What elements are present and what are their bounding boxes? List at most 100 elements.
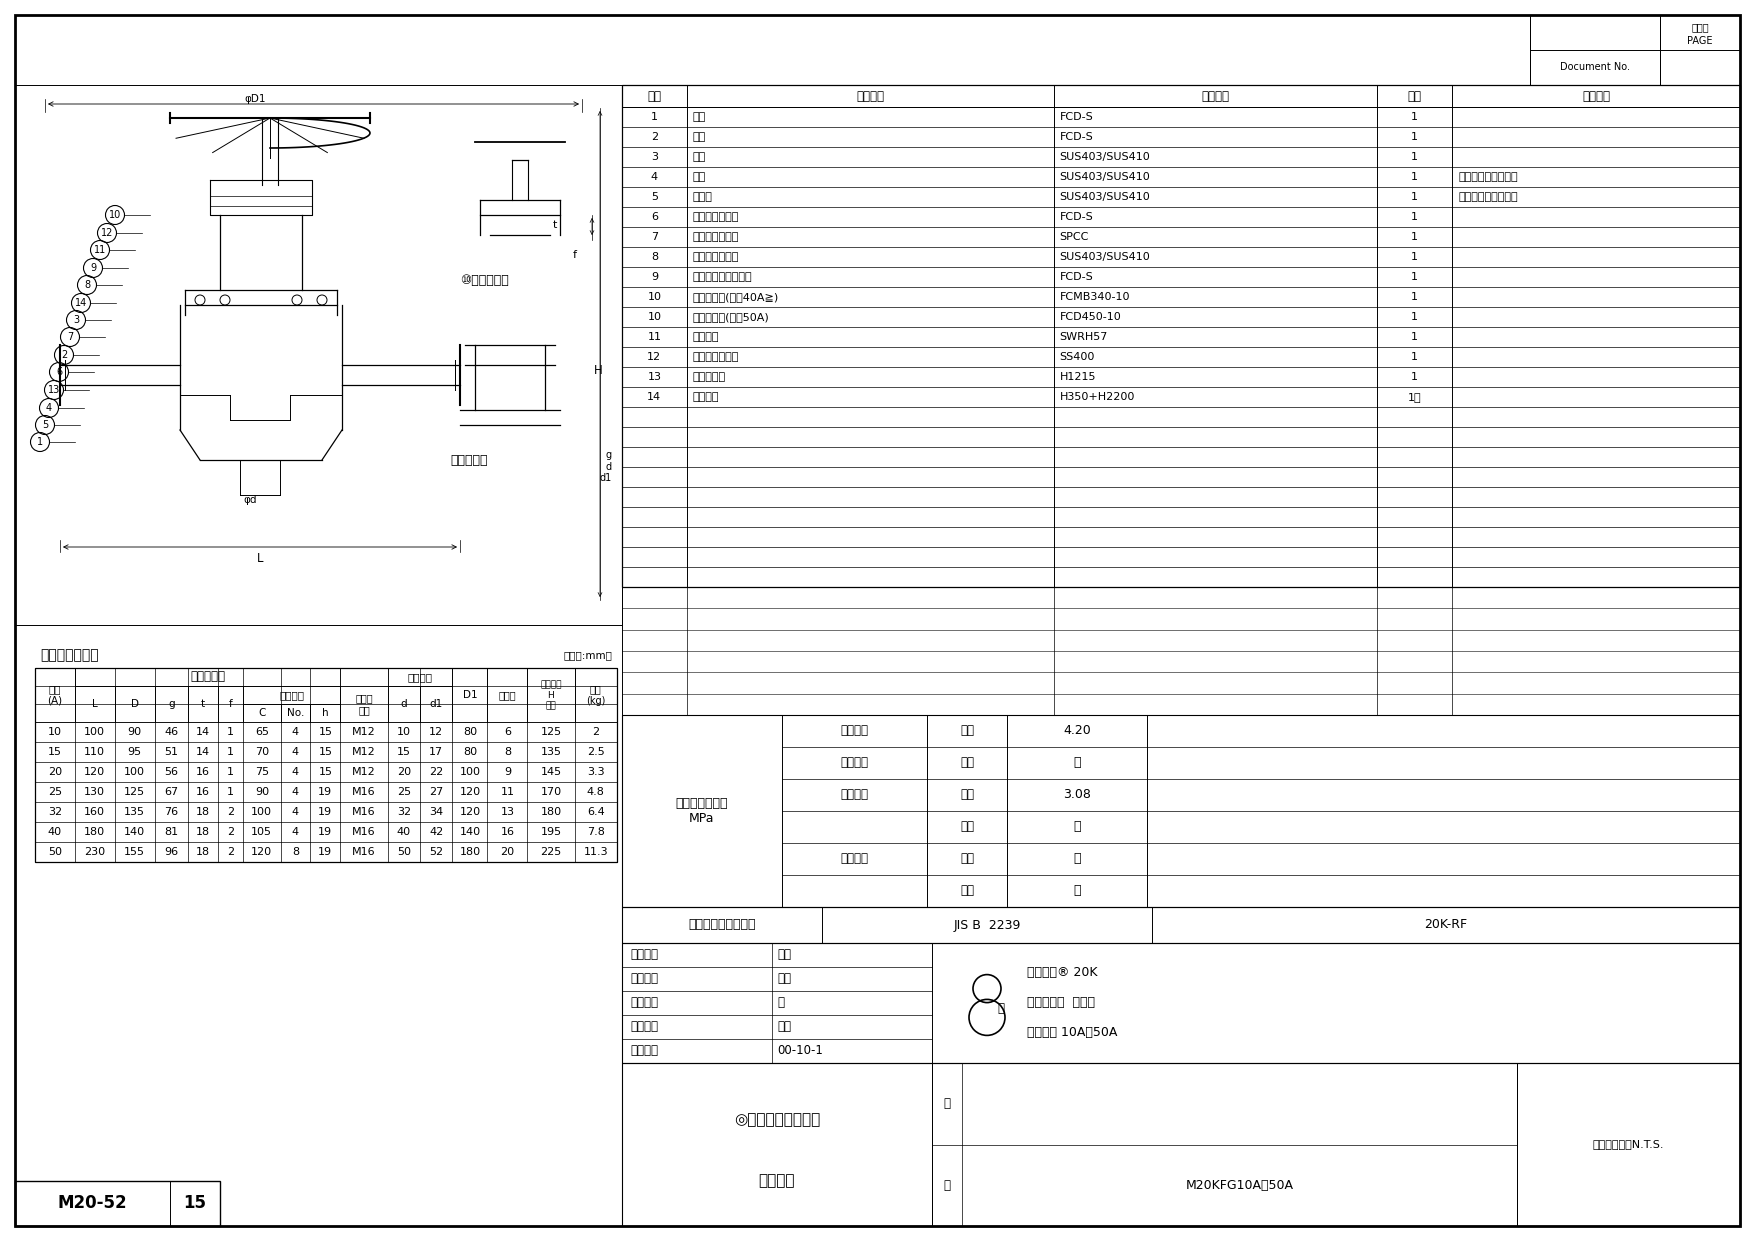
Text: 弁座漏れ: 弁座漏れ (841, 788, 869, 802)
Text: M16: M16 (353, 787, 376, 797)
Text: 品番: 品番 (648, 89, 662, 103)
Text: 検　査　圧　力
MPa: 検 査 圧 力 MPa (676, 797, 728, 825)
Text: 8: 8 (651, 252, 658, 262)
Text: ガスケット: ガスケット (693, 372, 727, 382)
Bar (218, 686, 244, 722)
Text: SWRH57: SWRH57 (1060, 333, 1107, 343)
Text: ◎日立金属株式会社: ◎日立金属株式会社 (734, 1112, 820, 1128)
Text: ハンドルナット: ハンドルナット (693, 352, 739, 362)
Text: 120: 120 (460, 787, 481, 797)
Text: 3.08: 3.08 (1064, 788, 1092, 802)
Text: SPCC: SPCC (1060, 232, 1090, 242)
Bar (35, 668, 75, 722)
Text: 備　　考: 備 考 (1581, 89, 1609, 103)
Text: 90: 90 (128, 727, 142, 737)
Text: ふた: ふた (693, 132, 706, 141)
Text: 1: 1 (1411, 252, 1418, 262)
Text: H1215: H1215 (1060, 372, 1097, 382)
Text: 接　続　部　規　格: 接 続 部 規 格 (688, 918, 756, 932)
Text: 81: 81 (165, 827, 179, 836)
Bar (75, 686, 114, 722)
Text: 27: 27 (430, 787, 444, 797)
Text: 135: 135 (541, 747, 562, 757)
Text: 11: 11 (93, 244, 105, 254)
Text: 46: 46 (165, 727, 179, 737)
Text: 16: 16 (500, 827, 514, 836)
Text: 呼び
(A): 呼び (A) (47, 684, 63, 706)
Bar (1530, 15, 1660, 84)
Bar (621, 587, 1739, 715)
Bar (621, 84, 1739, 107)
Text: （参考）: （参考） (407, 671, 432, 683)
Text: ⑩呼び５０Ａ: ⑩呼び５０Ａ (460, 273, 509, 287)
Text: 承　認：: 承 認： (630, 1020, 658, 1034)
Bar (114, 686, 154, 722)
Text: M16: M16 (353, 807, 376, 817)
Bar (388, 686, 419, 722)
Text: SUS403/SUS410: SUS403/SUS410 (1060, 192, 1151, 202)
Text: M12: M12 (353, 767, 376, 777)
Text: ボルト
呼び: ボルト 呼び (355, 694, 372, 715)
Text: 34: 34 (430, 807, 444, 817)
Text: 検　図：: 検 図： (630, 973, 658, 985)
Text: 100: 100 (460, 767, 481, 777)
Text: 56: 56 (165, 767, 179, 777)
Text: d1: d1 (430, 699, 442, 709)
Text: 1: 1 (226, 747, 233, 757)
Text: 3: 3 (74, 315, 79, 325)
Text: 180: 180 (84, 827, 105, 836)
Text: 弁棒: 弁棒 (693, 151, 706, 163)
Text: 140: 140 (460, 827, 481, 836)
Text: 1: 1 (1411, 192, 1418, 202)
Text: （単位:mm）: （単位:mm） (563, 650, 612, 660)
Text: 1: 1 (651, 112, 658, 122)
Text: 2: 2 (591, 727, 600, 737)
Bar (1660, 15, 1739, 84)
Text: d: d (400, 699, 407, 709)
Text: 14: 14 (197, 747, 211, 757)
Text: 審　査：: 審 査： (630, 997, 658, 1009)
Text: C: C (258, 709, 265, 719)
Text: 135: 135 (125, 807, 146, 817)
Text: 225: 225 (541, 848, 562, 858)
Text: 10: 10 (397, 727, 411, 737)
Circle shape (291, 295, 302, 305)
Text: H: H (593, 364, 602, 376)
Bar (621, 943, 932, 1064)
Text: 160: 160 (84, 807, 105, 817)
Bar (621, 84, 1739, 587)
Text: M20KFG10A～50A: M20KFG10A～50A (1185, 1179, 1293, 1191)
Text: 1: 1 (1411, 212, 1418, 222)
Text: 14: 14 (197, 727, 211, 737)
Text: 95: 95 (128, 747, 142, 757)
Text: 古川: 古川 (777, 1020, 792, 1034)
Text: 15: 15 (318, 747, 332, 757)
Text: 32: 32 (397, 807, 411, 817)
Text: 1: 1 (1411, 172, 1418, 182)
Text: ボルト穴: ボルト穴 (279, 690, 304, 700)
Bar (388, 668, 453, 686)
Text: 4: 4 (291, 827, 298, 836)
Text: フランジ部: フランジ部 (190, 670, 225, 684)
Text: 水圧: 水圧 (960, 725, 974, 737)
Bar (16, 1181, 219, 1226)
Text: 4: 4 (291, 787, 298, 797)
Text: フランジ形  玉形弁: フランジ形 玉形弁 (1027, 997, 1095, 1009)
Text: ハンドル車(呼び50A): ハンドル車(呼び50A) (693, 311, 769, 321)
Bar (621, 715, 1739, 907)
Text: 弁箱: 弁箱 (693, 112, 706, 122)
Text: 15: 15 (318, 767, 332, 777)
Bar (340, 686, 388, 722)
Text: 65: 65 (254, 727, 269, 737)
Text: 19: 19 (318, 787, 332, 797)
Text: 40: 40 (47, 827, 61, 836)
Text: 3: 3 (651, 151, 658, 163)
Text: 主　要　寸　法: 主 要 寸 法 (40, 648, 98, 661)
Text: M20-52: M20-52 (58, 1195, 128, 1212)
Text: 1: 1 (1411, 232, 1418, 242)
Text: 120: 120 (84, 767, 105, 777)
Text: 14: 14 (75, 298, 88, 308)
Text: D1: D1 (463, 690, 477, 700)
Text: ふた押えナット: ふた押えナット (693, 212, 739, 222)
Text: －: － (1074, 820, 1081, 834)
